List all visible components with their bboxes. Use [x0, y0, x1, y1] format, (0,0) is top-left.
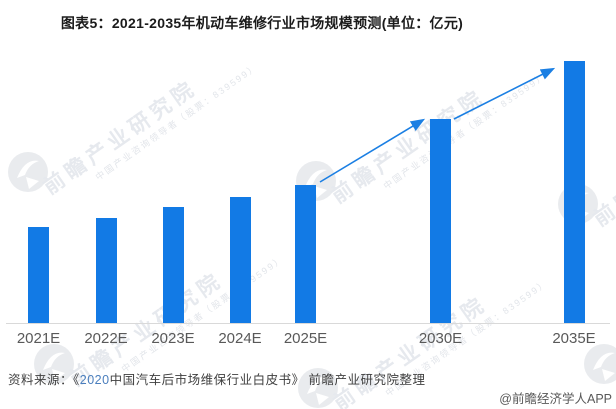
x-tick-2024E: 2024E	[218, 330, 262, 347]
bar-2021E	[28, 227, 49, 323]
chart-title: 图表5：2021-2035年机动车维修行业市场规模预测(单位：亿元)	[60, 15, 464, 31]
x-tick-2025E: 2025E	[283, 330, 328, 347]
bar-2024E	[229, 197, 251, 323]
bar-2035E	[563, 61, 585, 323]
bar-2023E	[162, 207, 184, 323]
x-axis-line	[6, 323, 610, 324]
x-tick-2021E: 2021E	[16, 330, 61, 347]
x-tick-2022E: 2022E	[84, 330, 128, 347]
x-tick-2023E: 2023E	[151, 330, 195, 347]
app-credit: @前瞻经济学人APP	[499, 392, 612, 406]
x-tick-2035E: 2035E	[552, 330, 596, 347]
bar-2030E	[430, 119, 451, 323]
bar-2025E	[295, 185, 316, 323]
source-year: 2020	[79, 373, 110, 387]
x-tick-2030E: 2030E	[418, 330, 463, 347]
source-prefix: 资料来源：《	[8, 373, 80, 387]
source-suffix: 中国汽车后市场维保行业白皮书》 前瞻产业研究院整理	[109, 373, 426, 387]
source-note: 资料来源：《2020中国汽车后市场维保行业白皮书》 前瞻产业研究院整理	[8, 369, 426, 388]
bar-2022E	[95, 218, 117, 323]
